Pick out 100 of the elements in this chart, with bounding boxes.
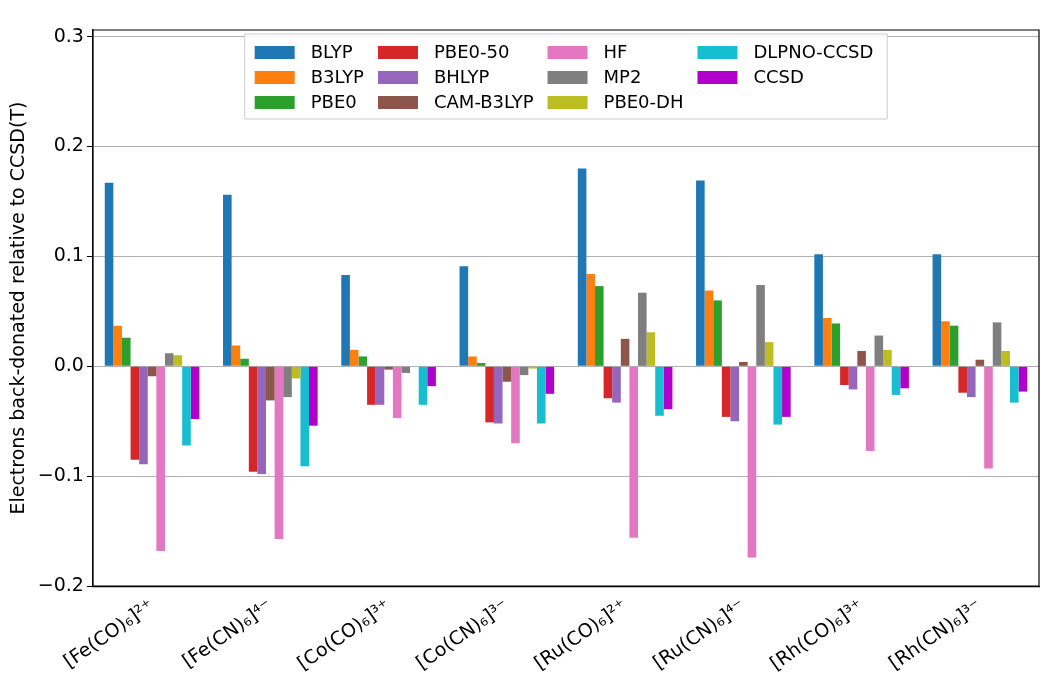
bar <box>984 366 993 469</box>
bar <box>266 366 275 401</box>
bar <box>713 300 722 366</box>
legend-label: MP2 <box>603 65 642 87</box>
bar <box>358 356 368 366</box>
bar <box>747 366 757 558</box>
bar <box>511 366 520 444</box>
legend-label: CCSD <box>753 65 804 87</box>
bar <box>164 353 174 366</box>
bar <box>502 366 512 382</box>
bar <box>173 355 183 366</box>
bar <box>900 366 909 389</box>
bar <box>401 366 411 373</box>
y-tick-label: 0.0 <box>53 353 84 376</box>
bar <box>113 325 122 366</box>
legend-label: PBE0-DH <box>603 90 684 112</box>
bar <box>485 366 494 423</box>
bar <box>663 366 673 410</box>
bar <box>468 356 477 366</box>
bar <box>612 366 621 403</box>
legend-label: DLPNO-CCSD <box>753 40 874 62</box>
bar <box>638 292 647 366</box>
bar <box>848 366 858 390</box>
legend-label: PBE0-50 <box>433 40 510 62</box>
bar <box>874 335 884 366</box>
bar <box>545 366 555 394</box>
bar <box>476 363 486 366</box>
bar <box>782 366 791 417</box>
bar <box>1001 350 1010 366</box>
bar <box>831 323 841 366</box>
bar <box>865 366 875 451</box>
bar <box>257 366 267 475</box>
bar <box>595 286 604 366</box>
bar <box>646 332 656 366</box>
bar <box>721 366 731 417</box>
bar <box>1018 366 1028 392</box>
bar <box>629 366 638 538</box>
bar <box>891 366 901 395</box>
legend-label: HF <box>603 40 628 62</box>
legend-label: B3LYP <box>310 65 365 87</box>
bar <box>941 321 950 366</box>
legend-label: BHLYP <box>433 65 490 87</box>
bar <box>704 290 714 366</box>
bar <box>519 366 529 376</box>
bar <box>190 366 200 420</box>
bar <box>182 366 191 446</box>
bar <box>300 366 310 467</box>
bar <box>139 366 148 465</box>
bar <box>814 254 823 366</box>
legend-label: BLYP <box>310 40 353 62</box>
y-tick-label: −0.1 <box>37 463 84 486</box>
bar <box>883 349 892 366</box>
bar <box>603 366 613 399</box>
bar <box>392 366 402 418</box>
bar <box>384 366 393 370</box>
bar <box>822 317 832 366</box>
bar <box>764 342 774 366</box>
bar <box>240 358 249 366</box>
bar <box>655 366 664 416</box>
bar <box>231 345 241 366</box>
bar <box>427 366 436 387</box>
bar <box>857 350 866 366</box>
bar <box>248 366 258 472</box>
legend-label: CAM-B3LYP <box>433 90 534 112</box>
bar <box>156 366 165 551</box>
bar <box>341 275 350 366</box>
y-tick-label: −0.2 <box>37 573 84 596</box>
bar <box>586 274 595 366</box>
bar <box>932 254 942 366</box>
legend-label: PBE0 <box>310 90 357 112</box>
bar <box>696 180 705 366</box>
bar <box>840 366 849 386</box>
bar <box>223 194 232 366</box>
bar <box>958 366 967 393</box>
bar <box>1009 366 1019 403</box>
bar <box>130 366 140 460</box>
bar <box>375 366 385 405</box>
bar <box>121 337 131 366</box>
bar <box>966 366 976 398</box>
bar <box>309 366 318 426</box>
bar <box>104 182 114 366</box>
bar <box>349 349 359 366</box>
bar <box>730 366 740 422</box>
y-axis-title: Electrons back-donated relative to CCSD(T) <box>6 101 29 515</box>
bar <box>756 285 765 366</box>
y-tick-label: 0.2 <box>53 133 84 156</box>
y-tick-label: 0.1 <box>53 243 84 266</box>
bar <box>949 325 959 366</box>
bar <box>459 266 469 366</box>
bar <box>577 168 587 366</box>
bar <box>975 359 985 366</box>
bar <box>274 366 284 539</box>
bar <box>283 366 292 398</box>
bar <box>418 366 428 405</box>
bar <box>536 366 546 424</box>
y-tick-label: 0.3 <box>53 23 84 46</box>
bar <box>992 322 1002 366</box>
bar <box>493 366 503 424</box>
bar <box>773 366 783 425</box>
bar <box>739 361 748 366</box>
